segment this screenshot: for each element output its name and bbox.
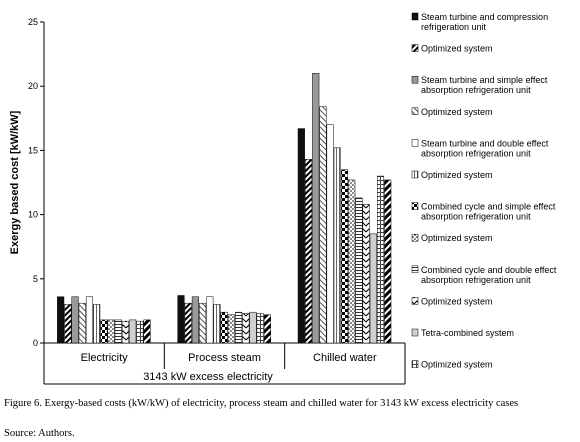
bar	[333, 147, 341, 344]
bar	[143, 319, 151, 344]
legend-swatch	[411, 75, 419, 84]
legend-label: Optimized system	[421, 296, 493, 306]
bar	[319, 106, 327, 344]
legend-label: Steam turbine and double effect	[421, 138, 549, 148]
bar	[362, 204, 370, 344]
legend-swatch	[411, 107, 419, 116]
legend-label: absorption refrigeration unit	[421, 148, 531, 158]
bar	[220, 311, 228, 344]
legend-swatch	[411, 139, 419, 147]
y-tick-label: 25	[28, 17, 38, 27]
x-axis-label: 3143 kW excess electricity	[143, 371, 273, 383]
legend-label: Steam turbine and compression	[421, 12, 548, 22]
legend-swatch	[411, 170, 419, 179]
legend-label: Combined cycle and simple effect	[421, 202, 556, 212]
legend-swatch	[411, 265, 419, 274]
legend-swatch	[411, 233, 419, 242]
bar	[177, 295, 185, 344]
legend-swatch	[411, 44, 419, 52]
legend-label: Optimized system	[421, 107, 493, 117]
legend-label: Combined cycle and double effect	[421, 265, 557, 275]
bar	[107, 319, 115, 344]
category-label: Chilled water	[313, 352, 377, 364]
bar	[100, 319, 108, 344]
legend-label: Tetra-combined system	[421, 328, 514, 338]
bar	[384, 179, 392, 344]
legend-label: Steam turbine and simple effect	[421, 75, 548, 85]
y-axis-label: Exergy based cost [kW/kW]	[9, 110, 21, 254]
category-label: Electricity	[81, 352, 129, 364]
bar	[184, 302, 192, 344]
bar-chart: 0 5 10 15 20 25 Exergy based cost [kW/kW] Elect…	[9, 12, 557, 385]
legend-swatch	[411, 360, 419, 368]
bar	[348, 179, 356, 344]
bar	[304, 159, 313, 344]
bar	[263, 314, 271, 344]
legend-label: refrigeration unit	[421, 22, 487, 32]
legend-label: Optimized system	[421, 233, 493, 243]
bar	[242, 313, 250, 344]
legend-swatch	[411, 12, 419, 21]
bar	[369, 233, 377, 344]
bar	[355, 197, 363, 344]
bar	[57, 296, 65, 344]
bar	[235, 311, 243, 344]
bar	[249, 311, 257, 344]
bar	[78, 302, 86, 344]
bar	[121, 320, 130, 344]
bar	[114, 319, 122, 344]
legend-swatch	[411, 202, 419, 210]
bar	[64, 304, 72, 344]
bar	[340, 169, 349, 344]
bar	[227, 314, 235, 344]
y-tick-label: 10	[28, 210, 38, 220]
bar	[93, 304, 101, 344]
bar	[376, 175, 385, 344]
legend-label: absorption refrigeration unit	[421, 275, 531, 285]
bar	[312, 73, 320, 344]
bar	[136, 320, 144, 344]
bar	[129, 319, 137, 344]
bar	[213, 304, 221, 344]
figure-source: Source: Authors.	[4, 428, 75, 439]
y-tick-label: 5	[33, 274, 38, 284]
bar	[206, 296, 214, 344]
legend-label: Optimized system	[421, 170, 493, 180]
y-tick-label: 0	[33, 338, 38, 348]
bar	[71, 296, 79, 344]
legend-label: Optimized system	[421, 360, 493, 370]
figure-caption: Figure 6. Exergy-based costs (kW/kW) of …	[4, 398, 519, 409]
bar	[256, 313, 264, 344]
bar	[85, 296, 94, 344]
y-tick-label: 20	[28, 81, 38, 91]
legend-label: absorption refrigeration unit	[421, 212, 531, 222]
legend-swatch	[411, 297, 419, 305]
category-label: Process steam	[188, 352, 261, 364]
legend-label: absorption refrigeration unit	[421, 85, 531, 95]
bar	[326, 124, 334, 344]
bar	[297, 128, 305, 344]
y-tick-label: 15	[28, 145, 38, 155]
bar	[199, 302, 207, 344]
bar	[191, 296, 199, 344]
legend-swatch	[411, 328, 419, 337]
legend-label: Optimized system	[421, 44, 493, 54]
